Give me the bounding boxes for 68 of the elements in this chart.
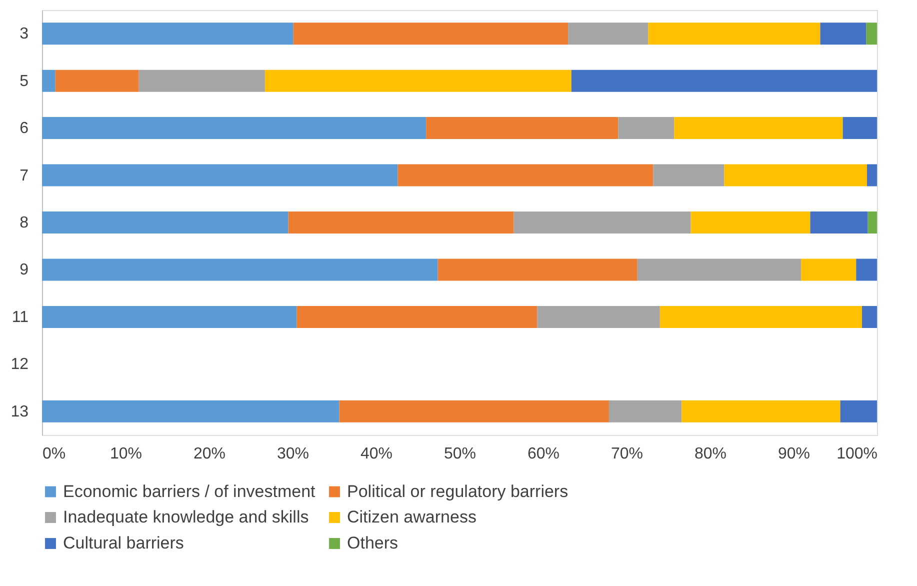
bar <box>42 117 426 140</box>
x-tick-label: 80% <box>694 446 727 462</box>
bar <box>571 70 877 92</box>
bar <box>42 306 297 328</box>
y-tick-label: 8 <box>20 214 29 232</box>
x-tick-label: 90% <box>778 446 810 462</box>
bar <box>820 22 866 45</box>
bar <box>42 212 288 234</box>
bar <box>296 306 538 328</box>
bar <box>138 70 265 92</box>
bar <box>42 70 56 92</box>
bar <box>660 306 862 328</box>
x-tick-label: 10% <box>110 446 142 462</box>
bar <box>866 22 877 45</box>
bar <box>42 22 294 45</box>
bar <box>514 212 691 234</box>
x-tick-label: 70% <box>610 446 644 462</box>
y-tick-label: 3 <box>20 26 29 43</box>
bar <box>264 70 572 92</box>
bar <box>842 117 877 140</box>
y-tick-label: 11 <box>12 308 29 326</box>
bar <box>339 400 609 422</box>
legend-label: Inadequate knowledge and skills <box>63 508 309 526</box>
bar <box>690 212 810 234</box>
bar <box>42 258 438 281</box>
bar <box>840 400 877 422</box>
y-tick-label: 13 <box>10 403 29 420</box>
bar <box>653 164 724 186</box>
legend-label: Citizen awarness <box>347 508 476 526</box>
bar <box>426 117 618 140</box>
x-tick-label: 50% <box>444 446 476 462</box>
bar <box>55 70 139 92</box>
y-tick-label: 9 <box>20 262 29 279</box>
bar <box>637 258 802 281</box>
y-tick-label: 5 <box>20 72 29 90</box>
bar <box>801 258 856 281</box>
bar <box>42 164 398 186</box>
bar <box>648 22 820 45</box>
bar <box>438 258 638 281</box>
bar <box>868 212 877 234</box>
y-tick-label: 7 <box>20 167 29 184</box>
x-tick-label: 30% <box>276 446 310 462</box>
bar <box>810 212 868 234</box>
x-tick-label: 0% <box>42 446 66 462</box>
bar <box>682 400 840 422</box>
bar <box>856 258 877 281</box>
x-tick-label: 100% <box>836 446 878 462</box>
bar <box>866 164 877 186</box>
x-tick-label: 40% <box>360 446 393 462</box>
bar <box>537 306 660 328</box>
bar <box>293 22 568 45</box>
legend-label: Economic barriers / of investment <box>63 482 316 501</box>
bar <box>288 212 514 234</box>
bar <box>724 164 867 186</box>
legend-label: Cultural barriers <box>63 534 184 552</box>
legend-label: Political or regulatory barriers <box>347 482 568 501</box>
y-tick-label: 12 <box>10 356 29 374</box>
y-tick-label: 6 <box>20 120 29 138</box>
bar <box>862 306 877 328</box>
bar <box>608 400 682 422</box>
x-tick-label: 20% <box>193 446 226 462</box>
bar <box>618 117 674 140</box>
bar <box>674 117 843 140</box>
bar <box>568 22 648 45</box>
x-tick-label: 60% <box>527 446 560 462</box>
bar <box>398 164 654 186</box>
bar <box>42 400 340 422</box>
legend-label: Others <box>347 534 398 552</box>
